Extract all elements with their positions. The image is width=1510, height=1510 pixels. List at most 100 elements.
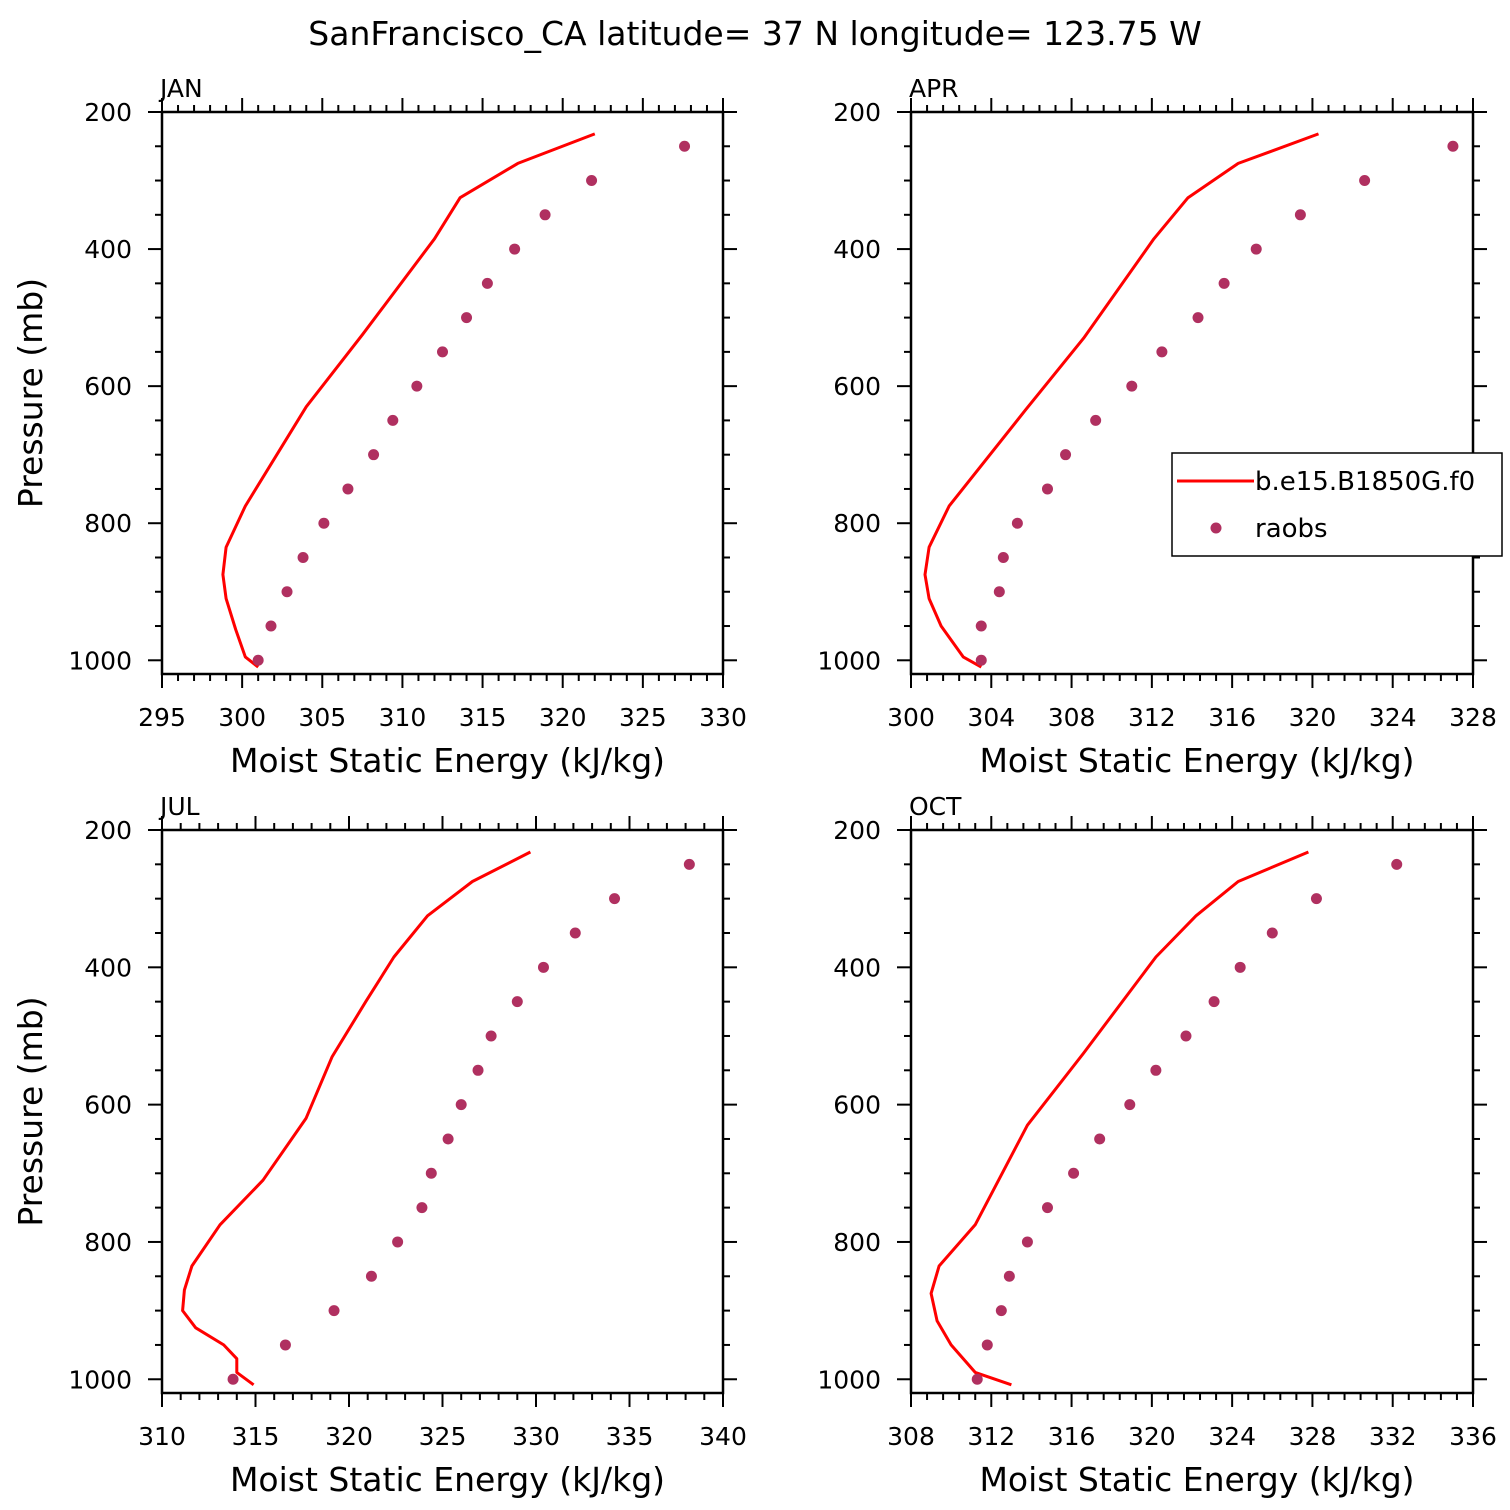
raob-point xyxy=(1359,175,1371,187)
x-tick-label: 324 xyxy=(1369,703,1417,732)
x-tick-label: 340 xyxy=(699,1422,747,1451)
y-tick-label: 400 xyxy=(833,235,881,264)
raob-point xyxy=(993,586,1005,598)
x-tick-label: 336 xyxy=(1449,1422,1497,1451)
raob-point xyxy=(1090,414,1102,426)
raob-point xyxy=(368,449,380,461)
raob-point xyxy=(511,996,523,1008)
x-axis-label: Moist Static Energy (kJ/kg) xyxy=(230,741,665,780)
x-axis-label: Moist Static Energy (kJ/kg) xyxy=(979,1460,1414,1499)
x-tick-label: 320 xyxy=(325,1422,373,1451)
x-tick-label: 316 xyxy=(1048,1422,1096,1451)
x-tick-label: 330 xyxy=(699,703,747,732)
y-tick-label: 200 xyxy=(84,816,132,845)
raob-point xyxy=(328,1305,340,1317)
y-tick-label: 400 xyxy=(84,235,132,264)
raob-point xyxy=(569,927,581,939)
y-tick-label: 1000 xyxy=(817,646,881,675)
y-axis-label: Pressure (mb) xyxy=(11,996,50,1226)
y-tick-label: 200 xyxy=(833,816,881,845)
y-tick-label: 600 xyxy=(84,372,132,401)
x-tick-label: 316 xyxy=(1208,703,1256,732)
y-tick-label: 800 xyxy=(84,509,132,538)
x-tick-label: 325 xyxy=(619,703,667,732)
x-tick-label: 308 xyxy=(1048,703,1096,732)
y-tick-label: 400 xyxy=(833,953,881,982)
raob-point xyxy=(342,483,354,495)
model-profile-line xyxy=(923,132,1320,669)
raob-point xyxy=(297,551,309,563)
raob-point xyxy=(1391,858,1403,870)
x-tick-label: 312 xyxy=(1128,703,1176,732)
raob-point xyxy=(1156,346,1168,358)
raob-point xyxy=(411,380,423,392)
raob-point xyxy=(995,1305,1007,1317)
legend: b.e15.B1850G.f0 raobs xyxy=(1171,452,1503,557)
x-tick-label: 300 xyxy=(218,703,266,732)
raob-point xyxy=(425,1167,437,1179)
x-tick-label: 300 xyxy=(887,703,935,732)
panel-label: OCT xyxy=(909,792,962,821)
y-tick-label: 600 xyxy=(84,1091,132,1120)
y-tick-label: 400 xyxy=(84,953,132,982)
panel-label: JAN xyxy=(158,74,203,103)
x-tick-label: 324 xyxy=(1208,1422,1256,1451)
x-tick-label: 332 xyxy=(1369,1422,1417,1451)
raob-point xyxy=(1150,1064,1162,1076)
y-tick-label: 800 xyxy=(833,1228,881,1257)
y-tick-label: 1000 xyxy=(68,1365,132,1394)
raob-point xyxy=(1041,483,1053,495)
x-axis-label: Moist Static Energy (kJ/kg) xyxy=(230,1460,665,1499)
raob-point xyxy=(485,1030,497,1042)
raob-point xyxy=(318,517,330,529)
panel-oct: OCT 308 312 316 320 324 328 332 336 200 400 600 800 1… xyxy=(817,792,1496,1499)
raob-point xyxy=(1126,380,1138,392)
y-axis-label: Pressure (mb) xyxy=(11,278,50,508)
x-tick-label: 295 xyxy=(138,703,186,732)
raob-point xyxy=(252,654,264,666)
raob-point xyxy=(1234,961,1246,973)
figure-title: SanFrancisco_CA latitude= 37 N longitude… xyxy=(308,14,1201,53)
x-tick-label: 305 xyxy=(298,703,346,732)
y-tick-label: 1000 xyxy=(68,646,132,675)
x-tick-label: 325 xyxy=(419,1422,467,1451)
panel-apr: APR 300 304 308 312 316 320 324 328 200 400 600 800 1… xyxy=(817,74,1503,780)
x-tick-label: 320 xyxy=(1289,703,1337,732)
x-tick-label: 310 xyxy=(138,1422,186,1451)
x-tick-label: 335 xyxy=(606,1422,654,1451)
plot-frame xyxy=(909,828,1475,1395)
raob-point xyxy=(1003,1270,1015,1282)
raob-point xyxy=(227,1373,239,1385)
y-tick-label: 600 xyxy=(833,372,881,401)
raob-point xyxy=(416,1202,428,1214)
x-tick-label: 328 xyxy=(1289,1422,1337,1451)
model-profile-line xyxy=(929,850,1309,1387)
x-tick-label: 315 xyxy=(459,703,507,732)
raob-point xyxy=(279,1339,291,1351)
raob-point xyxy=(509,243,521,255)
model-profile-line xyxy=(221,132,596,669)
raob-point xyxy=(392,1236,404,1248)
raob-point xyxy=(586,175,598,187)
raob-point xyxy=(437,346,448,358)
raob-point xyxy=(1294,209,1306,221)
plot-frame xyxy=(909,110,1475,676)
x-axis-label: Moist Static Energy (kJ/kg) xyxy=(979,741,1414,780)
raob-point xyxy=(1447,140,1459,152)
raob-point xyxy=(1208,996,1220,1008)
raob-point xyxy=(1192,312,1204,324)
raob-point xyxy=(365,1270,377,1282)
raob-point xyxy=(265,620,277,632)
raob-point xyxy=(537,961,549,973)
plot-frame xyxy=(160,110,725,676)
raob-point xyxy=(997,551,1009,563)
raob-point xyxy=(481,277,493,289)
panel-jan: JAN 295 300 305 310 315 320 325 330 200 400 600 800 1… xyxy=(11,74,747,780)
panels: JAN 295 300 305 310 315 320 325 330 200 400 600 800 1… xyxy=(11,74,1503,1499)
raob-point xyxy=(539,209,551,221)
legend-model-label: b.e15.B1850G.f0 xyxy=(1255,467,1475,497)
x-tick-label: 304 xyxy=(967,703,1015,732)
raob-point xyxy=(1021,1236,1033,1248)
raob-point xyxy=(442,1133,454,1145)
